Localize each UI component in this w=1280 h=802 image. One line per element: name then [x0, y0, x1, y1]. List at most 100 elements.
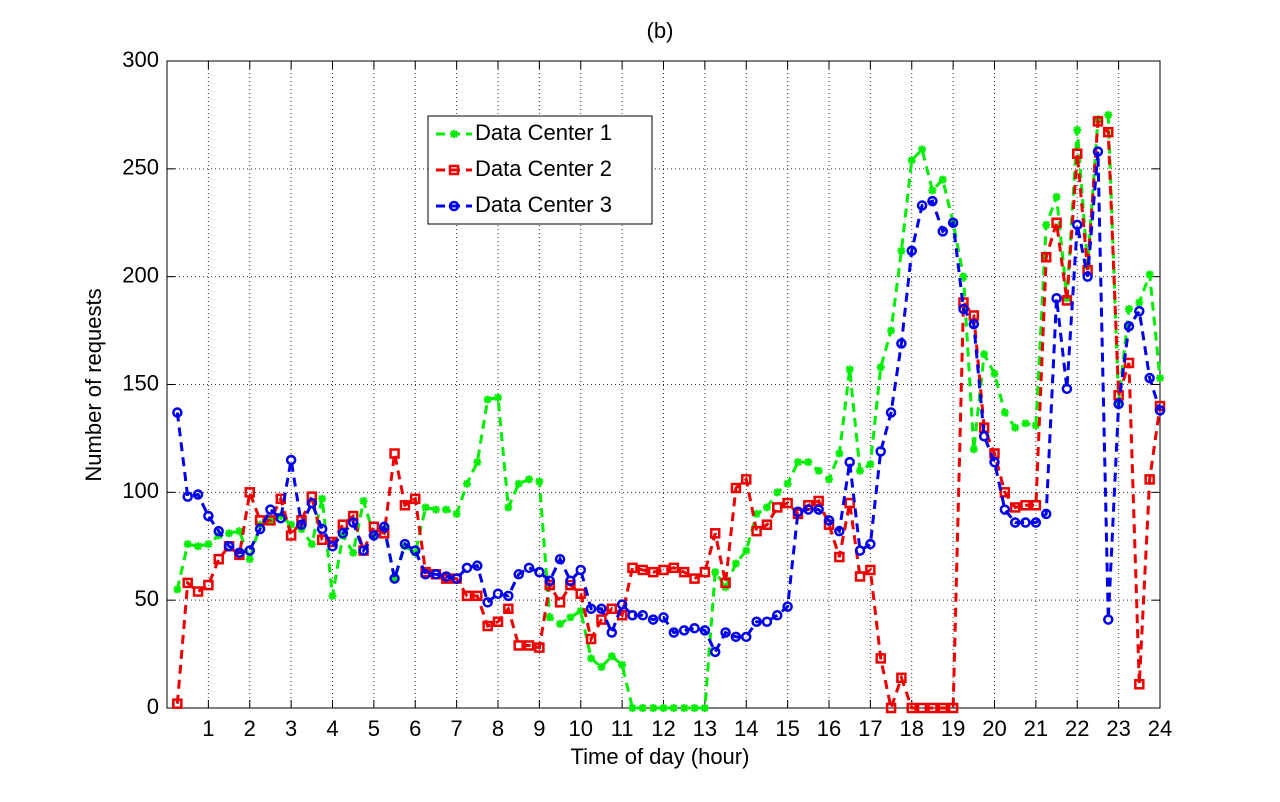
marker [1009, 502, 1021, 513]
marker [494, 393, 502, 402]
marker [213, 553, 224, 565]
marker [482, 620, 493, 632]
marker [448, 164, 460, 176]
marker [959, 272, 968, 281]
marker [627, 562, 638, 574]
marker [513, 569, 524, 580]
marker [1134, 679, 1145, 690]
marker [1123, 357, 1135, 369]
marker [628, 704, 637, 712]
marker [472, 590, 483, 602]
marker [525, 475, 534, 484]
x-tick-label: 17 [858, 716, 882, 741]
marker [762, 503, 771, 512]
marker [461, 562, 473, 574]
x-tick-label: 4 [326, 716, 338, 741]
x-tick-label: 5 [368, 716, 380, 741]
marker [906, 245, 917, 257]
marker [192, 489, 204, 500]
marker [400, 542, 409, 551]
marker [213, 525, 224, 537]
y-tick-label: 200 [122, 262, 159, 287]
marker [866, 460, 875, 469]
marker [596, 614, 607, 625]
marker [856, 466, 865, 475]
marker [937, 702, 949, 714]
marker [896, 338, 907, 349]
x-tick-label: 6 [409, 716, 421, 741]
marker [1030, 500, 1042, 511]
marker [1021, 419, 1030, 428]
x-tick-label: 15 [775, 716, 799, 741]
marker [958, 303, 969, 315]
x-tick-label: 10 [569, 716, 593, 741]
marker [244, 487, 255, 498]
marker [587, 654, 596, 663]
marker [172, 698, 183, 709]
marker [306, 491, 318, 502]
marker [575, 588, 586, 599]
marker [804, 458, 813, 467]
marker [1020, 500, 1031, 511]
marker [875, 653, 886, 664]
marker [430, 569, 442, 580]
marker [690, 704, 699, 712]
marker [751, 525, 762, 537]
marker [389, 448, 400, 459]
marker [585, 603, 597, 615]
marker [761, 616, 773, 627]
marker [1073, 126, 1082, 135]
marker [782, 497, 793, 509]
marker [647, 614, 659, 625]
marker [285, 454, 297, 466]
x-tick-label: 19 [941, 716, 965, 741]
marker [969, 445, 978, 454]
marker [349, 548, 358, 557]
marker [896, 672, 907, 684]
marker [482, 597, 493, 608]
marker [556, 619, 565, 628]
legend-label: Data Center 3 [475, 192, 612, 217]
marker [182, 491, 193, 502]
y-tick-label: 100 [122, 478, 159, 503]
marker [338, 531, 347, 540]
marker [483, 395, 492, 404]
marker [1042, 220, 1051, 229]
marker [680, 704, 689, 712]
marker [1020, 517, 1031, 528]
marker [616, 599, 628, 610]
marker [275, 512, 287, 524]
marker [845, 365, 854, 374]
marker [473, 458, 482, 467]
y-tick-label: 250 [122, 155, 159, 180]
marker [947, 702, 959, 714]
marker [835, 449, 844, 458]
marker [1061, 295, 1073, 306]
marker [1082, 271, 1093, 282]
marker [492, 588, 504, 599]
marker [462, 479, 471, 488]
marker [245, 555, 254, 564]
marker [585, 633, 597, 645]
marker [316, 523, 328, 535]
marker [854, 545, 866, 556]
marker [544, 575, 555, 587]
marker [887, 326, 896, 335]
marker [390, 574, 399, 583]
marker [535, 477, 544, 486]
marker [287, 520, 296, 529]
marker [450, 130, 458, 138]
marker [980, 350, 989, 359]
x-tick-label: 24 [1148, 716, 1172, 741]
marker [761, 519, 773, 530]
marker [938, 175, 947, 184]
marker [442, 505, 451, 514]
marker [678, 625, 690, 636]
marker [752, 509, 761, 518]
marker [575, 564, 586, 576]
marker [554, 597, 566, 608]
marker [1123, 321, 1135, 332]
marker [916, 200, 928, 211]
marker [876, 363, 885, 372]
